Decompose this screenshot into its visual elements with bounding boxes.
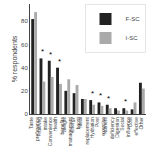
svg-text:*: * xyxy=(58,57,61,66)
svg-text:Energyboost: Energyboost xyxy=(69,116,82,132)
svg-text:Nutrientdeficiency: Nutrientdeficiency xyxy=(102,116,115,139)
svg-text:60: 60 xyxy=(21,42,28,48)
svg-text:80: 80 xyxy=(21,18,28,24)
svg-text:Costeffective: Costeffective xyxy=(127,116,140,135)
svg-text:Healthbenefits: Healthbenefits xyxy=(52,117,65,135)
svg-text:*: * xyxy=(91,89,94,98)
svg-text:Mealreplacement: Mealreplacement xyxy=(77,116,90,144)
svg-text:Fruit/vegintake: Fruit/vegintake xyxy=(36,117,49,137)
svg-text:F-SC: F-SC xyxy=(126,16,141,22)
svg-text:% respondents: % respondents xyxy=(11,35,19,82)
svg-text:Socialinfluence: Socialinfluence xyxy=(119,117,132,137)
svg-text:*: * xyxy=(49,50,52,59)
svg-text:20: 20 xyxy=(21,88,28,94)
svg-text:0: 0 xyxy=(24,111,28,117)
svg-text:Tastepreference: Tastepreference xyxy=(28,117,41,141)
svg-text:*: * xyxy=(124,97,127,106)
svg-text:Hydration: Hydration xyxy=(89,117,95,139)
svg-text:I-SC: I-SC xyxy=(126,35,139,41)
svg-text:Other: Other xyxy=(138,117,144,130)
svg-text:*: * xyxy=(41,47,44,56)
svg-text:*: * xyxy=(99,91,102,100)
svg-text:Weightmanagement: Weightmanagement xyxy=(61,116,74,146)
svg-text:Postexercise: Postexercise xyxy=(94,116,107,135)
svg-text:*: * xyxy=(107,94,110,103)
svg-text:Digestion: Digestion xyxy=(114,117,120,138)
svg-text:40: 40 xyxy=(21,65,28,71)
svg-text:Convenience: Convenience xyxy=(47,117,53,146)
